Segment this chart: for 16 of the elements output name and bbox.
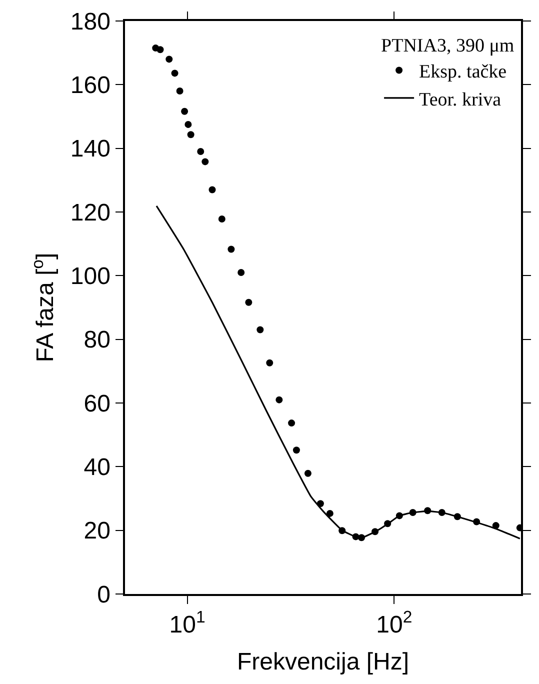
- x-tick-label: 10$^{2}$: [376, 607, 412, 639]
- x-tick-label: 10$^{1}$: [169, 607, 206, 639]
- y-tick-label: 180: [70, 8, 110, 36]
- y-tick-label: 20: [84, 518, 110, 545]
- x-axis-title: Frekvencija [Hz]: [236, 648, 410, 676]
- y-tick-label: 160: [70, 72, 110, 100]
- y-tick-label: 100: [70, 263, 110, 290]
- y-tick-label: 40: [84, 454, 110, 482]
- y-tick-label: 80: [84, 326, 110, 354]
- y-tick-label: 140: [70, 136, 110, 163]
- legend-title: PTNIA3, 390 μm: [381, 35, 514, 56]
- y-tick-label: 120: [70, 199, 110, 226]
- legend-label: Teor. kriva: [419, 89, 502, 110]
- y-tick-label: 0: [97, 581, 110, 608]
- legend-label: Eksp. tačke: [419, 62, 507, 83]
- y-tick-label: 60: [84, 390, 110, 418]
